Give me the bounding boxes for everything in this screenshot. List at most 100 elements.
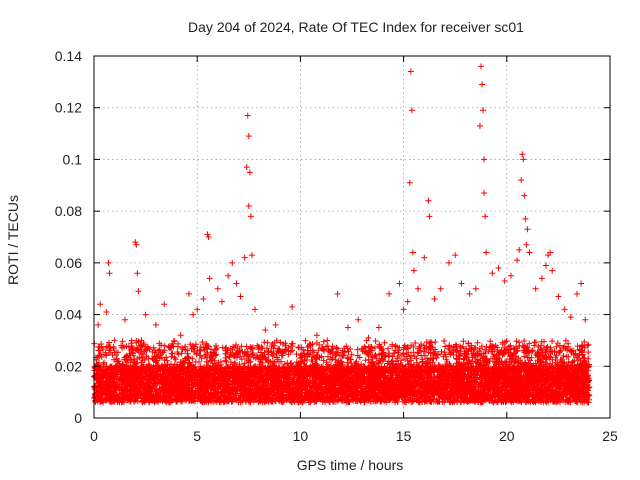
roti-point [135,288,142,295]
roti-point [246,169,253,176]
roti-point [289,303,296,310]
roti-point [507,272,514,279]
roti-point [520,156,527,163]
roti-point [518,177,525,184]
roti-point [243,164,250,171]
roti-point [194,306,201,313]
roti-point [561,306,568,313]
roti-point [431,296,438,303]
roti-point [161,301,168,308]
roti-point [134,270,141,277]
roti-point [501,277,508,284]
roti-point [229,259,236,266]
roti-point [408,107,415,114]
roti-point [344,324,351,331]
roti-point [105,259,112,266]
roti-point [482,213,489,220]
x-tick-label: 20 [499,428,515,444]
x-tick-label: 25 [602,428,618,444]
roti-point [142,311,149,318]
roti-point [415,285,422,292]
y-axis-label: ROTI / TECUs [5,195,21,285]
roti-point [301,352,308,359]
roti-point [522,215,529,222]
roti-point [169,350,176,357]
background-marks [91,337,593,406]
roti-point [205,234,212,240]
roti-point [404,298,411,305]
roti-point [244,112,251,119]
roti-point [190,311,197,318]
roti-point [483,249,490,256]
roti-point [479,81,486,88]
axis-ticks [93,55,611,419]
roti-point [185,290,192,297]
roti-point [138,337,145,344]
roti-point [584,342,591,349]
roti-point [103,308,110,315]
roti-point [532,285,539,292]
roti-point [489,270,496,277]
y-tick-label: 0.08 [55,203,82,219]
roti-point [355,316,362,323]
roti-point [247,213,254,220]
roti-point [573,290,580,297]
x-tick-label: 15 [396,428,412,444]
data-points [93,63,593,390]
y-tick-label: 0.14 [55,48,82,64]
roti-point [524,226,531,233]
x-axis-label: GPS time / hours [297,457,404,473]
roti-point [409,249,416,256]
roti-point [225,272,232,279]
roti-point [313,332,320,339]
roti-point [375,324,382,331]
roti-point [400,306,407,313]
roti-point [421,254,428,261]
roti-point [262,327,269,334]
y-tick-label: 0.12 [55,100,82,116]
roti-point [386,290,393,297]
roti-point [241,254,248,261]
y-tick-label: 0.06 [55,255,82,271]
roti-point [426,213,433,220]
roti-point [121,316,128,323]
roti-point-cloud [91,337,593,406]
chart-title: Day 204 of 2024, Rate Of TEC Index for r… [188,19,524,35]
roti-point [106,270,113,277]
y-tick-label: 0.02 [55,358,82,374]
roti-point [132,239,139,246]
roti-point [437,285,444,292]
roti-point [248,252,255,259]
roti-point [549,267,556,274]
roti-point [396,280,403,287]
roti-point [578,280,585,287]
roti-point [452,252,459,259]
x-tick-label: 5 [193,428,201,444]
roti-point [177,332,184,339]
roti-point [128,347,135,354]
roti-point [466,290,473,297]
roti-point [251,306,258,313]
roti-point [586,383,593,390]
y-tick-label: 0.1 [63,151,83,167]
y-tick-label: 0.04 [55,307,82,323]
roti-point [365,334,372,341]
roti-point [410,267,417,274]
roti-point [472,285,479,292]
roti-point [115,358,122,365]
roti-point [480,107,487,114]
roti-point [214,285,221,292]
roti-point [245,202,252,209]
roti-point [476,122,483,129]
roti-point [152,321,159,328]
x-tick-label: 10 [293,428,309,444]
roti-point [95,321,102,328]
roti-point [133,241,140,248]
roti-point [458,280,465,287]
plot-frame [93,55,611,419]
roti-point [406,179,413,186]
roti-point [523,241,530,248]
roti-point [237,293,244,300]
roti-point [97,301,104,308]
